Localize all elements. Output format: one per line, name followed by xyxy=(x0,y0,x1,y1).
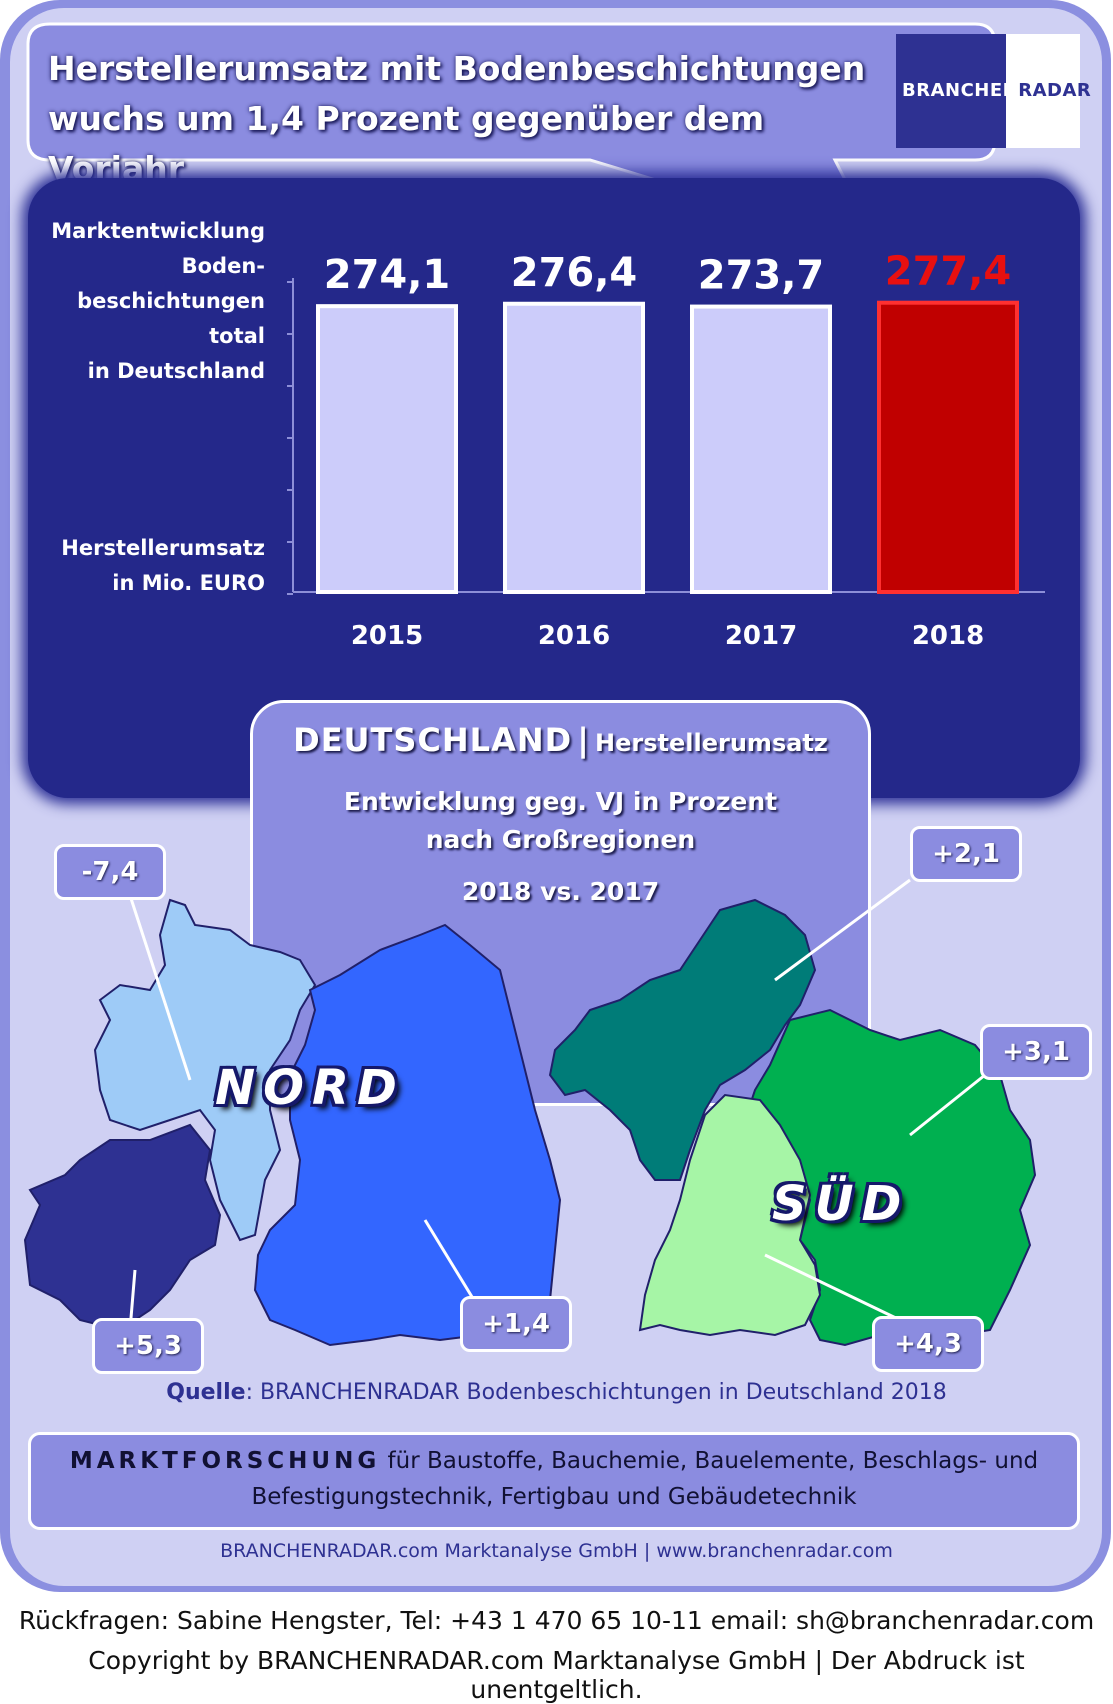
logo-part-1: BRANCHEN xyxy=(902,80,1019,101)
badge-bayern: +3,1 xyxy=(980,1024,1092,1080)
badge-nordwest: -7,4 xyxy=(54,844,166,900)
badge-bw: +4,3 xyxy=(872,1316,984,1372)
marktforschung-bold: MARKTFORSCHUNG xyxy=(69,1448,381,1474)
source-text: : BRANCHENRADAR Bodenbeschichtungen in D… xyxy=(245,1380,947,1405)
bar-value-label: 273,7 xyxy=(698,253,825,299)
bar-value-label: 274,1 xyxy=(324,252,451,298)
branchenradar-logo: BRANCHENRADAR xyxy=(896,34,1091,148)
info-title-separator: | xyxy=(577,721,590,759)
bar-2016 xyxy=(503,301,645,594)
badge-ost: +1,4 xyxy=(460,1296,572,1352)
x-tick-label: 2016 xyxy=(538,621,610,651)
callout-line-nordwest xyxy=(123,879,192,1081)
region-ost xyxy=(253,923,562,1347)
region-label-nord: NORD xyxy=(215,1060,405,1116)
region-bw xyxy=(638,1093,822,1337)
source-line: Quelle: BRANCHENRADAR Bodenbeschichtunge… xyxy=(0,1380,1113,1405)
callout-line-mitte xyxy=(774,878,911,982)
callout-line-bw xyxy=(764,1253,901,1322)
footer-copyright: Copyright by BRANCHENRADAR.com Marktanal… xyxy=(88,1646,1025,1704)
bar-value-label: 276,4 xyxy=(511,250,638,296)
callout-line-ost xyxy=(423,1219,482,1311)
info-line-2: nach Großregionen xyxy=(425,825,696,854)
info-title-country: DEUTSCHLAND xyxy=(293,721,573,759)
bar-chart: 274,1 2015 276,4 2016 273,7 2017 277,4 2018 xyxy=(287,249,1045,651)
region-label-sued: SÜD xyxy=(772,1176,910,1232)
headline-line-2: wuchs um 1,4 Prozent gegenüber dem Vorja… xyxy=(48,99,765,188)
source-label: Quelle xyxy=(166,1380,246,1405)
bar-2015 xyxy=(316,304,458,594)
footer-contact: Rückfragen: Sabine Hengster, Tel: +43 1 … xyxy=(18,1606,1095,1635)
marktforschung-line-2: Befestigungstechnik, Fertigbau und Gebäu… xyxy=(251,1484,857,1510)
x-tick-label: 2017 xyxy=(725,621,797,651)
region-map xyxy=(23,878,1037,1347)
logo-box xyxy=(896,34,1006,148)
marktforschung-text: MARKTFORSCHUNG für Baustoffe, Bauchemie,… xyxy=(51,1443,1057,1515)
y-axis-label-bottom: Herstellerumsatz in Mio. EURO xyxy=(61,536,265,595)
bar-2017 xyxy=(690,304,832,594)
badge-mitte: +2,1 xyxy=(910,826,1022,882)
logo-text: BRANCHENRADAR xyxy=(902,80,1091,101)
bar-2018 xyxy=(877,300,1019,594)
badge-west: +5,3 xyxy=(92,1318,204,1374)
y-axis-label-top: Marktentwicklung Boden- beschichtungen t… xyxy=(51,219,265,383)
region-mitte xyxy=(548,898,817,1181)
region-nordwest xyxy=(93,898,317,1242)
logo-part-2: RADAR xyxy=(1018,80,1092,101)
info-line-1: Entwicklung geg. VJ in Prozent xyxy=(343,787,778,816)
marktforschung-box: MARKTFORSCHUNG für Baustoffe, Bauchemie,… xyxy=(28,1432,1080,1530)
info-title: DEUTSCHLAND | Herstellerumsatz xyxy=(253,721,868,759)
company-line: BRANCHENRADAR.com Marktanalyse GmbH | ww… xyxy=(220,1540,893,1562)
bar-value-label: 277,4 xyxy=(885,249,1012,295)
info-line-3: 2018 vs. 2017 xyxy=(461,877,660,906)
info-title-metric: Herstellerumsatz xyxy=(595,729,828,757)
marktforschung-rest: für Baustoffe, Bauchemie, Bauelemente, B… xyxy=(380,1448,1039,1474)
headline: Herstellerumsatz mit Bodenbeschichtungen… xyxy=(48,44,868,194)
callout-line-bayern xyxy=(909,1073,986,1137)
headline-line-1: Herstellerumsatz mit Bodenbeschichtungen xyxy=(48,49,866,88)
x-tick-label: 2018 xyxy=(912,621,984,651)
x-tick-label: 2015 xyxy=(351,621,423,651)
region-west xyxy=(23,1123,222,1332)
